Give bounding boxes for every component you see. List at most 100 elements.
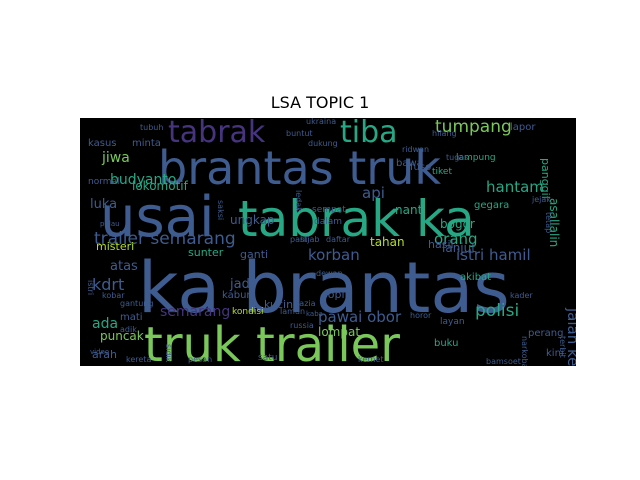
cloud-word: dukung [308,139,338,148]
cloud-word: jejak [531,195,551,204]
cloud-word: pawai obor [318,308,402,326]
cloud-word: ka brantas [138,247,510,329]
cloud-word: ungkap [230,213,275,227]
cloud-word: lapor [510,122,536,133]
cloud-word: trailer semarang [94,229,236,249]
cloud-word: sidik [164,344,173,363]
cloud-word: bamsoet [486,357,521,366]
cloud-word: truk trailer [144,317,400,366]
cloud-word: jiwa [101,150,130,166]
cloud-word: horor [410,311,432,320]
cloud-word: misteri [96,240,134,253]
cloud-word: kaba [306,310,323,318]
cloud-word: adik [120,325,137,334]
cloud-word: kernet [358,355,384,364]
cloud-word: ada [92,316,118,332]
cloud-word: tetap [544,212,553,233]
cloud-word: tiket [432,167,452,177]
cloud-word: pasti [290,235,310,244]
cloud-word: lompat [318,325,360,339]
cloud-word: gegara [474,200,509,211]
cloud-word: satu [258,353,277,363]
cloud-word: polisi [475,301,519,321]
cloud-word: lanjut [442,241,476,255]
cloud-word: asallalin [547,198,561,247]
cloud-word: arah [92,348,117,361]
cloud-word: tiba [340,118,398,150]
cloud-word: sempat [312,205,346,215]
cloud-word: layan [440,317,465,327]
cloud-word: kereta [126,355,151,364]
cloud-background [80,118,576,366]
cloud-word: kabur [222,290,251,301]
cloud-word: normal [88,177,120,187]
cloud-word: mati [120,312,143,323]
cloud-word: lampung [456,153,496,163]
cloud-word: hasil [428,238,454,251]
cloud-word: api [362,184,385,202]
cloud-word: usai [100,185,215,250]
cloud-word: pulau [100,220,120,228]
cloud-word: minta [132,138,161,149]
cloud-word: russia [290,321,314,330]
cloud-word: bogor [440,217,475,231]
cloud-word: bawa [396,158,423,169]
cloud-word: terbit [558,336,567,358]
cloud-word: semarang [160,304,230,320]
cloud-word: tubuh [140,123,163,132]
cloud-word: istri hamil [456,246,531,264]
cloud-word: lamun [280,307,305,316]
cloud-word: kucing [264,298,300,311]
cloud-word: tugas [446,153,468,162]
cloud-word: hijab [300,235,320,244]
cloud-word: razia [296,299,316,308]
cloud-word: brantas truk [158,141,441,195]
cloud-word: jadi [229,277,253,292]
cloud-word: korban [308,246,360,264]
cloud-word: kasus [88,138,117,149]
chart-title: LSA TOPIC 1 [270,93,370,112]
cloud-word: buku [434,338,459,349]
cloud-word: kondisi [232,307,264,317]
cloud-word: video [90,348,109,356]
cloud-word: ganti [240,248,268,261]
cloud-word: fuso [410,162,431,173]
cloud-word: dewan [316,269,343,278]
cloud-word: tumpang [435,118,512,137]
cloud-word: orang [434,230,478,248]
cloud-word: sopir [322,288,349,301]
cloud-word: tabrak ka [238,190,475,248]
cloud-word: luka [90,197,117,212]
cloud-word: narkoba [520,336,529,366]
cloud-word: tabrak [168,118,266,150]
cloud-word: buntut [286,129,313,138]
cloud-word: atas [110,259,138,274]
cloud-word: kader [510,291,533,300]
cloud-word: ledak [294,190,303,212]
cloud-word: nanti [395,203,426,217]
cloud-word: kdrt [92,275,124,294]
cloud-word: gantung [120,299,153,308]
cloud-word: hantam [486,178,544,196]
cloud-word: panggil [539,158,552,199]
cloud-word: sunter [188,246,224,259]
cloud-word: akibat [460,272,491,283]
cloud-word: perang [528,328,563,339]
cloud-word: tahan [370,235,405,249]
cloud-word: daftar [326,235,351,244]
cloud-word: saksi [216,200,225,220]
cloud-word: kini [546,348,564,359]
cloud-word: ridwan [402,145,429,154]
cloud-word: hilang [432,129,457,138]
cloud-word: puncak [100,329,144,343]
word-cloud: ka brantas truk trailer usai tabrak ka brant… [80,118,576,366]
cloud-word: budyanto [110,172,176,188]
cloud-word: istri [86,280,95,295]
cloud-word: ukraina [306,118,336,126]
cloud-word: pesan [188,355,212,364]
cloud-word: kobar [102,291,125,300]
cloud-word: dalam [314,217,342,227]
cloud-word: jalan kereta [564,307,576,366]
cloud-word: lokomotif [132,179,189,193]
